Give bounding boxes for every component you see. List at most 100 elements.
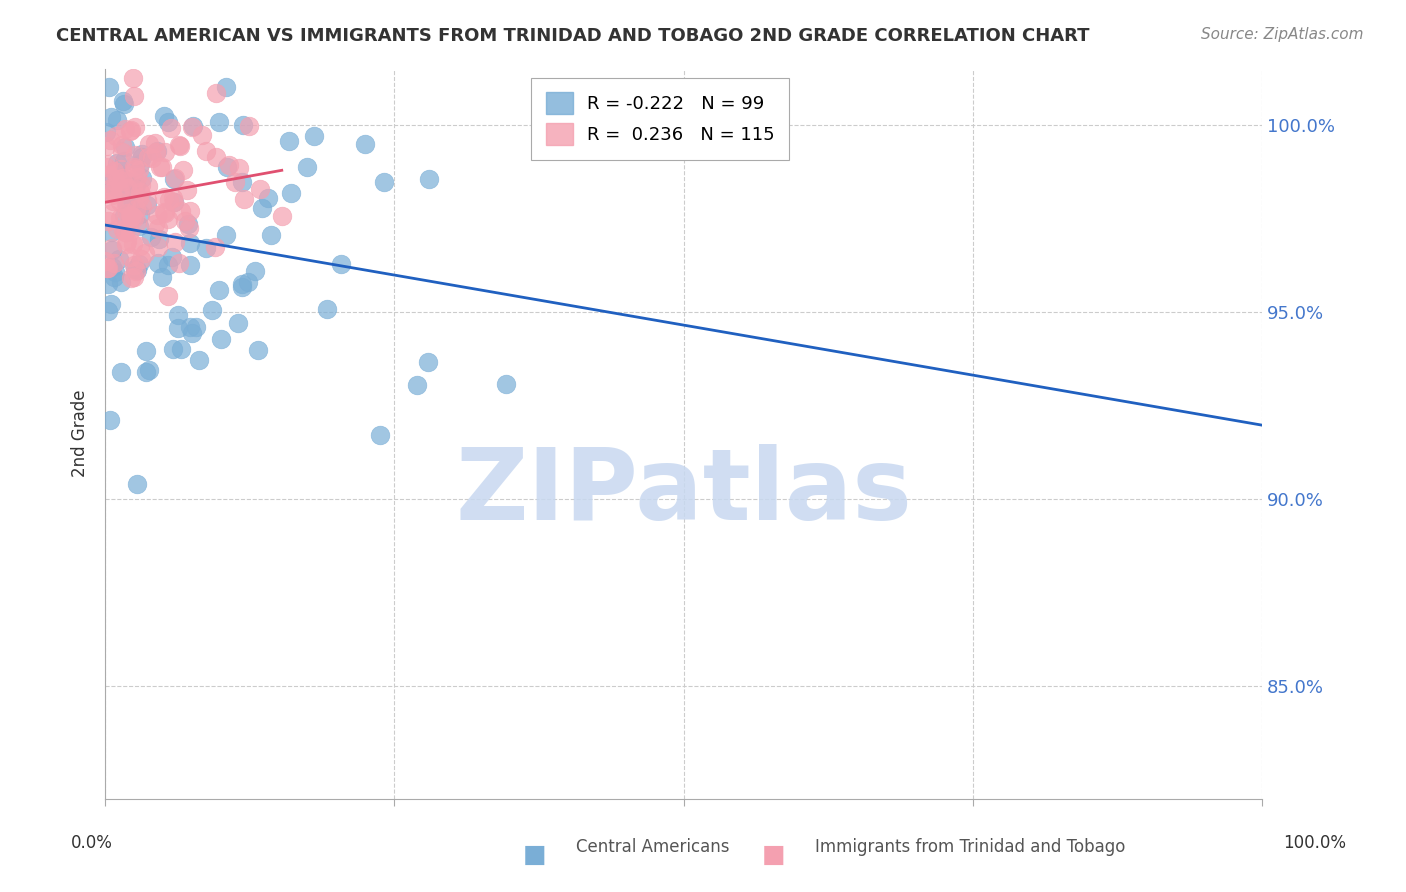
Text: Source: ZipAtlas.com: Source: ZipAtlas.com <box>1201 27 1364 42</box>
Point <box>105 113 128 128</box>
Point <box>97 214 120 228</box>
Point <box>97 260 120 275</box>
Point <box>149 160 172 174</box>
Point <box>208 283 231 297</box>
Point <box>179 221 201 235</box>
Point <box>129 178 152 193</box>
Point <box>115 181 138 195</box>
Point <box>124 162 146 177</box>
Point <box>270 209 292 223</box>
Text: ZIPatlas: ZIPatlas <box>456 443 912 541</box>
Point <box>135 365 157 379</box>
Point <box>122 70 145 85</box>
Point <box>128 257 150 271</box>
Point <box>136 179 159 194</box>
Point <box>122 195 145 210</box>
Point <box>179 320 201 334</box>
Point <box>94 125 117 139</box>
Point <box>157 258 180 272</box>
Point <box>103 163 125 178</box>
Point <box>120 123 142 137</box>
Point <box>373 175 395 189</box>
Point <box>105 156 128 170</box>
Point <box>208 115 231 129</box>
Point <box>128 191 150 205</box>
Point <box>184 319 207 334</box>
Point <box>104 128 127 143</box>
Legend: R = -0.222   N = 99, R =  0.236   N = 115: R = -0.222 N = 99, R = 0.236 N = 115 <box>531 78 789 160</box>
Point <box>146 208 169 222</box>
Point <box>122 88 145 103</box>
Point <box>160 120 183 135</box>
Point <box>120 271 142 285</box>
Point <box>155 145 177 159</box>
Point <box>103 256 125 270</box>
Point <box>97 182 120 196</box>
Point <box>105 222 128 236</box>
Point <box>115 236 138 251</box>
Point <box>156 212 179 227</box>
Point <box>108 252 131 267</box>
Point <box>108 167 131 181</box>
Point <box>111 145 134 159</box>
Point <box>120 208 142 222</box>
Point <box>163 171 186 186</box>
Point <box>179 258 201 272</box>
Point <box>108 184 131 198</box>
Point <box>111 94 134 108</box>
Point <box>146 221 169 235</box>
Point <box>153 205 176 219</box>
Point <box>153 109 176 123</box>
Point <box>141 151 163 165</box>
Point <box>111 137 134 152</box>
Point <box>97 277 120 291</box>
Point <box>101 194 124 209</box>
Text: Central Americans: Central Americans <box>576 838 730 856</box>
Point <box>122 160 145 174</box>
Point <box>131 147 153 161</box>
Point <box>114 139 136 153</box>
Point <box>114 174 136 188</box>
Point <box>215 80 238 95</box>
Point <box>172 162 194 177</box>
Point <box>418 171 440 186</box>
Text: ■: ■ <box>523 843 546 867</box>
Point <box>136 197 159 211</box>
Point <box>100 297 122 311</box>
Point <box>105 180 128 194</box>
Point <box>195 144 218 158</box>
Point <box>163 194 186 209</box>
Point <box>118 124 141 138</box>
Point <box>131 150 153 164</box>
Point <box>150 269 173 284</box>
Point <box>122 236 145 251</box>
Point <box>302 129 325 144</box>
Point <box>100 110 122 124</box>
Point <box>204 239 226 253</box>
Point <box>98 80 121 95</box>
Point <box>152 189 174 203</box>
Point <box>138 363 160 377</box>
Point <box>121 181 143 195</box>
Point <box>122 258 145 272</box>
Point <box>125 178 148 192</box>
Point <box>100 226 122 240</box>
Point <box>97 157 120 171</box>
Point <box>124 270 146 285</box>
Point <box>353 137 375 152</box>
Point <box>143 217 166 231</box>
Point <box>181 119 204 133</box>
Point <box>131 198 153 212</box>
Point <box>169 204 191 219</box>
Point <box>278 134 301 148</box>
Point <box>167 256 190 270</box>
Point <box>128 239 150 253</box>
Point <box>153 204 176 219</box>
Point <box>205 150 228 164</box>
Text: 0.0%: 0.0% <box>70 834 112 852</box>
Point <box>135 344 157 359</box>
Point <box>94 254 117 268</box>
Point <box>162 343 184 357</box>
Point <box>160 250 183 264</box>
Point <box>177 217 200 231</box>
